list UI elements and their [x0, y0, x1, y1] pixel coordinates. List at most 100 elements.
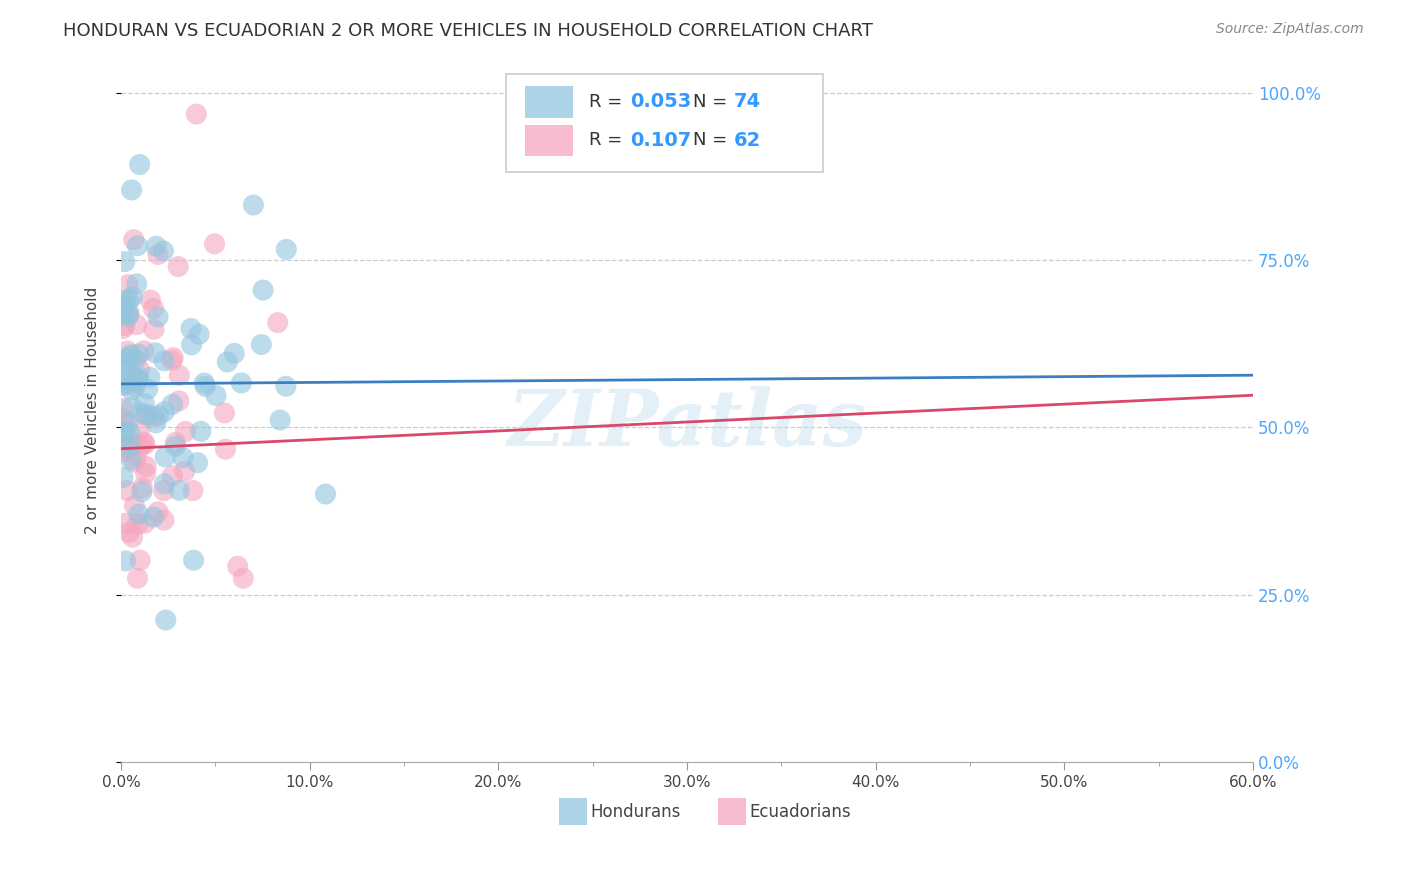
- Point: [135, 467, 157, 481]
- Point: [155, 450, 177, 464]
- Point: [153, 476, 176, 491]
- Point: [193, 376, 215, 391]
- Point: [162, 397, 184, 411]
- Point: [145, 416, 167, 430]
- Point: [125, 277, 148, 291]
- Point: [120, 439, 142, 453]
- Point: [124, 379, 146, 393]
- Point: [122, 370, 145, 384]
- Point: [111, 354, 134, 368]
- Point: [205, 388, 228, 402]
- Point: [111, 321, 134, 335]
- Point: [142, 510, 165, 524]
- Point: [160, 353, 183, 368]
- Point: [188, 327, 211, 342]
- FancyBboxPatch shape: [526, 125, 572, 156]
- Point: [121, 530, 143, 544]
- Text: 62: 62: [734, 131, 761, 150]
- Point: [124, 499, 146, 513]
- Point: [276, 243, 298, 257]
- Point: [186, 107, 208, 121]
- Point: [183, 553, 205, 567]
- Point: [112, 411, 135, 425]
- Point: [117, 277, 139, 292]
- Point: [115, 483, 138, 498]
- Point: [118, 306, 141, 320]
- Point: [214, 442, 236, 457]
- Point: [152, 244, 174, 258]
- Point: [132, 343, 155, 358]
- Point: [115, 516, 138, 531]
- Point: [125, 352, 148, 367]
- Point: [142, 409, 165, 424]
- Point: [224, 346, 246, 360]
- Point: [115, 293, 138, 308]
- Point: [217, 355, 239, 369]
- Point: [267, 316, 290, 330]
- Point: [129, 363, 152, 377]
- Point: [167, 483, 190, 498]
- Point: [132, 435, 155, 450]
- Point: [117, 416, 139, 430]
- Point: [118, 293, 141, 307]
- Point: [136, 382, 159, 396]
- Point: [165, 439, 187, 453]
- Point: [127, 517, 149, 532]
- Point: [162, 468, 184, 483]
- Point: [131, 406, 153, 420]
- Point: [131, 484, 153, 499]
- Point: [118, 351, 141, 365]
- Point: [111, 370, 134, 384]
- Point: [128, 423, 150, 437]
- Point: [111, 370, 134, 384]
- Point: [134, 437, 156, 451]
- Point: [114, 554, 136, 568]
- Text: ZIPatlas: ZIPatlas: [508, 386, 866, 463]
- Text: 74: 74: [734, 92, 761, 112]
- Point: [167, 260, 190, 274]
- Point: [162, 351, 184, 365]
- Point: [214, 406, 236, 420]
- Y-axis label: 2 or more Vehicles in Household: 2 or more Vehicles in Household: [86, 287, 100, 534]
- Point: [138, 408, 160, 422]
- Point: [174, 425, 197, 439]
- Point: [155, 613, 177, 627]
- Text: Source: ZipAtlas.com: Source: ZipAtlas.com: [1216, 22, 1364, 37]
- Point: [122, 233, 145, 247]
- Point: [127, 372, 149, 386]
- Point: [250, 337, 273, 351]
- Point: [124, 436, 146, 450]
- Point: [139, 370, 162, 384]
- Point: [180, 338, 202, 352]
- Point: [128, 507, 150, 521]
- Point: [117, 344, 139, 359]
- Point: [143, 346, 166, 360]
- Point: [142, 301, 165, 316]
- Point: [187, 456, 209, 470]
- Point: [181, 483, 204, 498]
- Text: 0.053: 0.053: [630, 92, 692, 112]
- Point: [125, 376, 148, 390]
- Point: [117, 307, 139, 321]
- Point: [111, 308, 134, 322]
- Point: [274, 379, 297, 393]
- Point: [252, 283, 274, 297]
- Point: [152, 483, 174, 498]
- Point: [135, 459, 157, 474]
- Point: [131, 481, 153, 495]
- Point: [153, 354, 176, 368]
- Text: Ecuadorians: Ecuadorians: [749, 803, 851, 821]
- Point: [231, 376, 253, 390]
- Point: [146, 505, 169, 519]
- Point: [190, 425, 212, 439]
- Point: [111, 470, 134, 484]
- FancyBboxPatch shape: [506, 74, 823, 172]
- Point: [315, 487, 337, 501]
- Point: [165, 435, 187, 450]
- Text: R =: R =: [589, 131, 633, 149]
- Point: [114, 318, 136, 333]
- FancyBboxPatch shape: [560, 798, 588, 825]
- Point: [112, 445, 135, 459]
- FancyBboxPatch shape: [526, 86, 572, 118]
- Point: [128, 157, 150, 171]
